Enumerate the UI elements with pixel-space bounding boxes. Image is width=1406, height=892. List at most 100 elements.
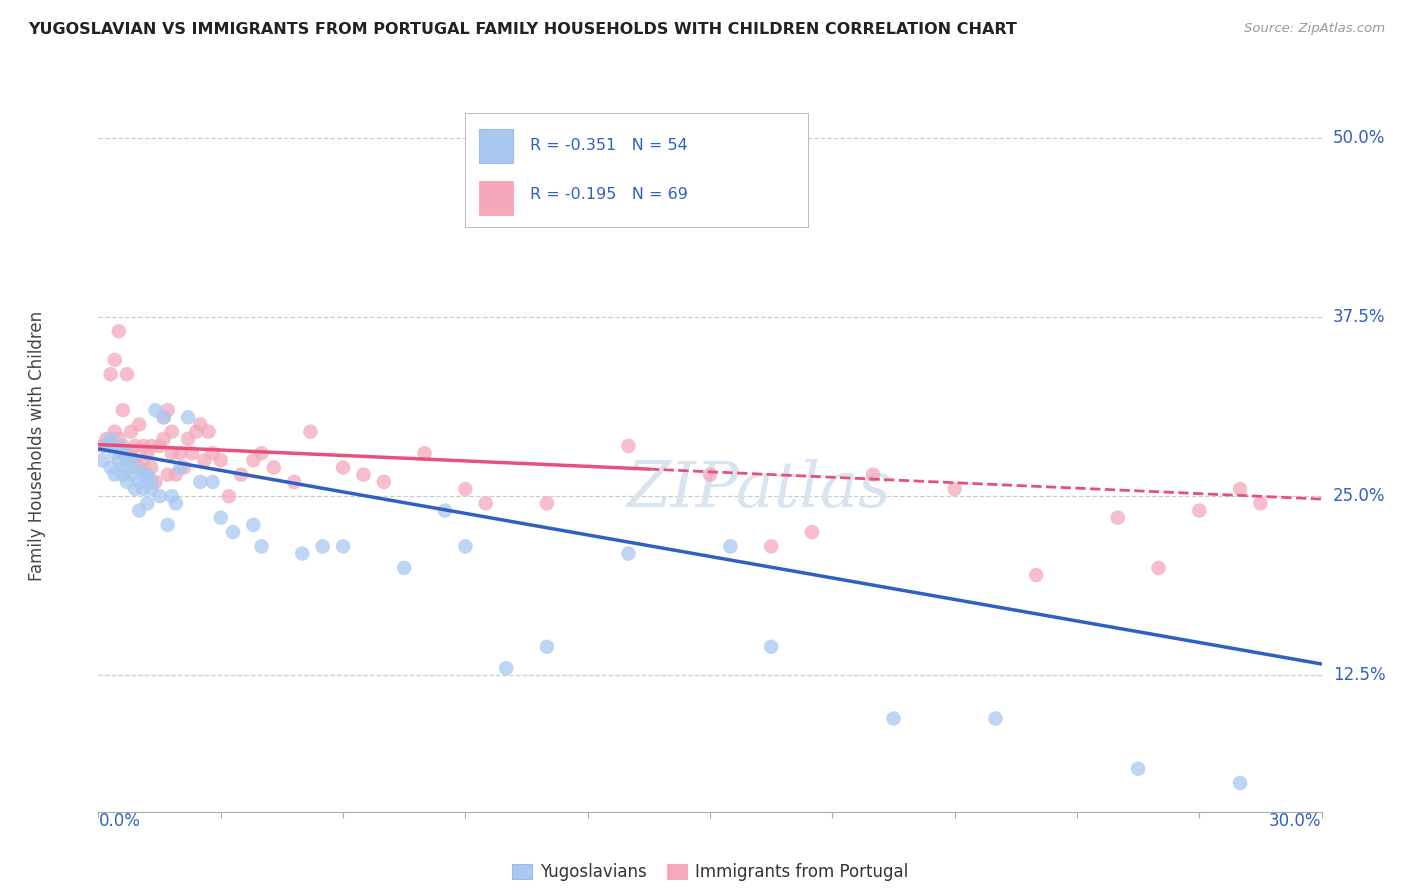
Text: 30.0%: 30.0% bbox=[1270, 812, 1322, 830]
Point bbox=[197, 425, 219, 439]
Point bbox=[177, 432, 200, 446]
Text: 50.0%: 50.0% bbox=[1333, 128, 1385, 146]
Point bbox=[231, 467, 253, 482]
Point bbox=[136, 446, 159, 460]
Point bbox=[1128, 762, 1150, 776]
Point bbox=[141, 475, 163, 489]
Point bbox=[495, 661, 517, 675]
Point bbox=[156, 467, 179, 482]
Point bbox=[193, 453, 215, 467]
Point bbox=[136, 467, 159, 482]
Point bbox=[1229, 482, 1251, 496]
Point bbox=[104, 353, 127, 368]
Point bbox=[96, 432, 118, 446]
Point bbox=[124, 439, 146, 453]
Point bbox=[115, 453, 138, 467]
Point bbox=[145, 475, 167, 489]
Point bbox=[100, 460, 122, 475]
Point bbox=[156, 403, 179, 417]
Point bbox=[617, 547, 640, 561]
Point bbox=[108, 432, 131, 446]
Point bbox=[104, 467, 127, 482]
Point bbox=[115, 446, 138, 460]
Point bbox=[111, 467, 134, 482]
Point bbox=[160, 425, 183, 439]
Point bbox=[250, 446, 273, 460]
Point bbox=[201, 475, 224, 489]
Point bbox=[132, 439, 155, 453]
Point bbox=[1107, 510, 1129, 524]
Point bbox=[242, 517, 264, 532]
Point bbox=[124, 453, 146, 467]
Point bbox=[1249, 496, 1271, 510]
Point bbox=[120, 453, 142, 467]
Point bbox=[242, 453, 264, 467]
Point bbox=[128, 417, 150, 432]
Point bbox=[128, 460, 150, 475]
Point bbox=[141, 460, 163, 475]
Point bbox=[100, 368, 122, 382]
Point bbox=[115, 475, 138, 489]
Point bbox=[536, 640, 558, 654]
Point bbox=[128, 475, 150, 489]
Point bbox=[152, 410, 174, 425]
Point bbox=[283, 475, 305, 489]
Point bbox=[108, 453, 131, 467]
Point bbox=[332, 460, 354, 475]
Point bbox=[474, 496, 498, 510]
Point bbox=[801, 524, 824, 539]
Point bbox=[91, 439, 114, 453]
Point bbox=[186, 425, 208, 439]
Point bbox=[263, 460, 285, 475]
Text: ZIPatlas: ZIPatlas bbox=[627, 459, 891, 521]
Point bbox=[1229, 776, 1251, 790]
Point bbox=[124, 482, 146, 496]
Point bbox=[115, 368, 138, 382]
Point bbox=[413, 446, 436, 460]
Point bbox=[141, 439, 163, 453]
Text: Family Households with Children: Family Households with Children bbox=[28, 311, 46, 581]
Point bbox=[160, 446, 183, 460]
Point bbox=[111, 460, 134, 475]
Point bbox=[160, 489, 183, 503]
Point bbox=[209, 453, 232, 467]
Point bbox=[132, 453, 155, 467]
Point bbox=[1025, 568, 1047, 582]
Point bbox=[152, 432, 174, 446]
Point bbox=[454, 540, 477, 554]
Point bbox=[299, 425, 322, 439]
Point bbox=[1147, 561, 1170, 575]
Point bbox=[149, 439, 172, 453]
Point bbox=[761, 640, 783, 654]
Point bbox=[132, 467, 155, 482]
Point bbox=[104, 425, 127, 439]
Point bbox=[201, 446, 224, 460]
Point bbox=[312, 540, 335, 554]
Point bbox=[145, 403, 167, 417]
Point bbox=[250, 540, 273, 554]
Point bbox=[943, 482, 966, 496]
Point bbox=[617, 439, 640, 453]
Point bbox=[120, 425, 142, 439]
Point bbox=[104, 446, 127, 460]
Point bbox=[862, 467, 884, 482]
Point bbox=[169, 460, 191, 475]
Point bbox=[120, 446, 142, 460]
Point bbox=[434, 503, 457, 517]
Point bbox=[883, 711, 905, 725]
Point bbox=[124, 460, 146, 475]
Point bbox=[718, 540, 742, 554]
Point bbox=[181, 446, 204, 460]
Point bbox=[120, 467, 142, 482]
Point bbox=[108, 439, 131, 453]
Point bbox=[149, 489, 172, 503]
Legend: Yugoslavians, Immigrants from Portugal: Yugoslavians, Immigrants from Portugal bbox=[505, 856, 915, 888]
Point bbox=[536, 496, 558, 510]
Point bbox=[165, 467, 187, 482]
Text: 12.5%: 12.5% bbox=[1333, 666, 1385, 684]
Point bbox=[699, 467, 721, 482]
Point bbox=[141, 482, 163, 496]
Point bbox=[96, 439, 118, 453]
Point bbox=[1188, 503, 1211, 517]
Point bbox=[165, 496, 187, 510]
